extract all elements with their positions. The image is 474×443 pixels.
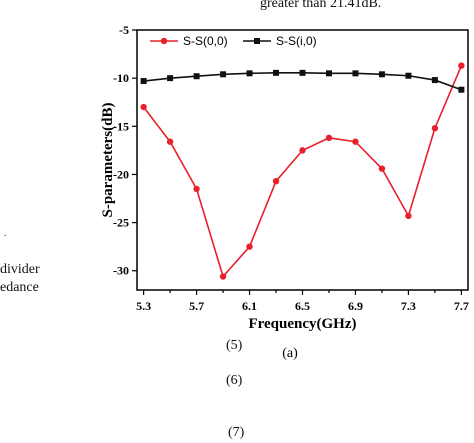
y-tick-label: -10 — [113, 71, 129, 85]
body-text-fragment-impedance: edance — [0, 280, 39, 295]
data-point — [405, 212, 412, 220]
data-point — [378, 71, 385, 78]
data-point — [378, 165, 386, 172]
data-point — [458, 86, 465, 93]
plot-frame — [136, 29, 469, 291]
subfigure-label: (a) — [282, 346, 298, 361]
y-tick-label: -30 — [113, 264, 129, 278]
series-layer — [140, 62, 465, 280]
x-tick-label: 6.5 — [295, 299, 310, 313]
x-tick-label: 5.3 — [136, 299, 151, 313]
y-tick-label: -5 — [119, 23, 129, 37]
data-point — [193, 73, 200, 80]
x-tick-label: 6.1 — [242, 299, 257, 313]
legend: S-S(0,0) S-S(i,0) — [150, 34, 317, 48]
data-point — [140, 78, 147, 85]
data-point — [431, 125, 439, 132]
series-0 — [140, 62, 465, 280]
data-point — [140, 103, 147, 111]
equation-number-5: (5) — [226, 338, 243, 353]
y-axis-title: S-parameters(dB) — [100, 103, 116, 218]
equation-number-7: (7) — [228, 425, 245, 440]
data-point — [166, 138, 174, 145]
legend-marker — [160, 37, 168, 45]
legend-marker — [254, 38, 260, 44]
series-1 — [140, 69, 465, 93]
data-point — [458, 62, 465, 69]
data-point — [219, 273, 227, 280]
data-point — [193, 185, 200, 193]
series-line — [142, 65, 463, 279]
body-text-fragment-divider: divider — [0, 262, 40, 277]
data-point — [325, 70, 332, 77]
data-point — [405, 72, 412, 79]
x-tick-label: 5.7 — [189, 299, 204, 313]
data-point — [325, 134, 333, 142]
x-tick-label: 7.3 — [401, 299, 416, 313]
data-point — [273, 69, 280, 76]
body-text-fragment-dot: . — [4, 228, 7, 238]
y-tick-label: -20 — [113, 167, 129, 181]
legend-label: S-S(0,0) — [183, 34, 228, 48]
x-axis-title: Frequency(GHz) — [248, 316, 356, 332]
data-point — [299, 69, 306, 76]
x-tick-label: 7.7 — [454, 299, 469, 313]
data-point — [299, 147, 306, 154]
equation-number-6: (6) — [226, 373, 243, 388]
y-tick-label: -15 — [113, 119, 129, 133]
axes: 5.3 5.7 6.1 6.5 6.9 7.3 7.7 -30 -25 -20 -15 -10 -5 — [113, 23, 469, 313]
data-point — [167, 75, 174, 82]
body-text-fragment-top: greater than 21.41dB. — [260, 0, 382, 11]
data-point — [272, 177, 280, 185]
legend-label: S-S(i,0) — [276, 34, 317, 48]
data-point — [246, 243, 253, 250]
data-point — [246, 70, 253, 77]
data-point — [431, 77, 438, 84]
data-point — [352, 138, 359, 145]
y-tick-label: -25 — [113, 216, 129, 230]
data-point — [352, 70, 359, 77]
data-point — [220, 71, 227, 78]
x-tick-label: 6.9 — [348, 299, 363, 313]
